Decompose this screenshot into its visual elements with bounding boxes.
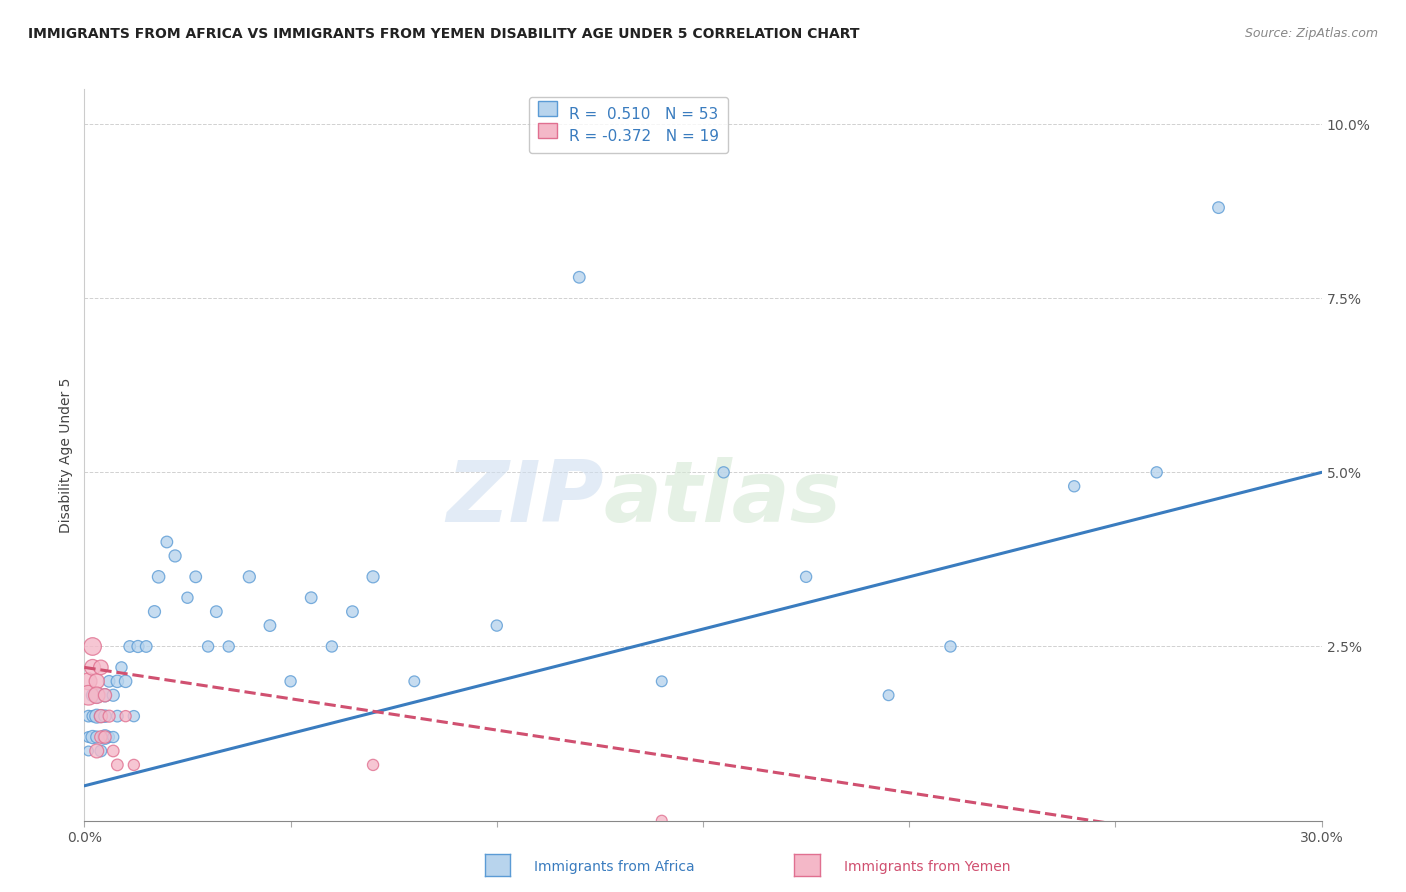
Point <box>94 688 117 702</box>
Legend: R =  0.510   N = 53, R = -0.372   N = 19: R = 0.510 N = 53, R = -0.372 N = 19 <box>529 97 728 153</box>
Point <box>205 605 228 619</box>
Point <box>114 674 136 689</box>
Point <box>122 709 145 723</box>
Point <box>105 758 128 772</box>
Point <box>361 758 384 772</box>
Point <box>118 640 141 654</box>
Text: Immigrants from Africa: Immigrants from Africa <box>534 860 695 874</box>
Point <box>77 674 100 689</box>
Point <box>156 535 179 549</box>
Point <box>122 758 145 772</box>
Point <box>82 730 104 744</box>
Point <box>110 660 132 674</box>
Point <box>103 730 125 744</box>
Y-axis label: Disability Age Under 5: Disability Age Under 5 <box>59 377 73 533</box>
Point <box>98 674 121 689</box>
Point <box>651 674 673 689</box>
Point <box>82 640 104 654</box>
Text: atlas: atlas <box>605 458 842 541</box>
Point <box>82 660 104 674</box>
Point <box>165 549 187 563</box>
Point <box>280 674 302 689</box>
Point <box>568 270 591 285</box>
Point <box>197 640 219 654</box>
Point <box>94 730 117 744</box>
Point <box>90 660 112 674</box>
Point <box>86 688 108 702</box>
Point <box>86 674 108 689</box>
Text: Source: ZipAtlas.com: Source: ZipAtlas.com <box>1244 27 1378 40</box>
Text: IMMIGRANTS FROM AFRICA VS IMMIGRANTS FROM YEMEN DISABILITY AGE UNDER 5 CORRELATI: IMMIGRANTS FROM AFRICA VS IMMIGRANTS FRO… <box>28 27 859 41</box>
Point <box>127 640 149 654</box>
Point <box>105 674 128 689</box>
Point <box>143 605 166 619</box>
Point <box>651 814 673 828</box>
Point <box>238 570 260 584</box>
Point <box>77 730 100 744</box>
Point <box>361 570 384 584</box>
Text: ZIP: ZIP <box>446 458 605 541</box>
Point <box>86 730 108 744</box>
Point <box>877 688 900 702</box>
Point <box>794 570 817 584</box>
Point <box>103 688 125 702</box>
Point <box>90 744 112 758</box>
Point <box>1063 479 1085 493</box>
Point <box>82 709 104 723</box>
Point <box>94 709 117 723</box>
Point <box>218 640 240 654</box>
Point <box>321 640 343 654</box>
Point <box>86 688 108 702</box>
Point <box>259 618 281 632</box>
Point <box>114 709 136 723</box>
Point <box>342 605 364 619</box>
Point <box>299 591 322 605</box>
Point <box>77 709 100 723</box>
Point <box>98 709 121 723</box>
Point <box>94 730 117 744</box>
Point <box>713 466 735 480</box>
Point <box>77 688 100 702</box>
Point <box>94 688 117 702</box>
Point <box>98 730 121 744</box>
Point <box>90 730 112 744</box>
Point <box>404 674 426 689</box>
Point <box>105 709 128 723</box>
Point <box>176 591 198 605</box>
Point <box>86 709 108 723</box>
Point <box>90 709 112 723</box>
Point <box>82 688 104 702</box>
Point <box>1146 466 1168 480</box>
Point <box>148 570 170 584</box>
Point <box>939 640 962 654</box>
Point <box>184 570 207 584</box>
Point <box>135 640 157 654</box>
Point <box>1208 201 1230 215</box>
Text: Immigrants from Yemen: Immigrants from Yemen <box>844 860 1010 874</box>
Point <box>90 709 112 723</box>
Point <box>77 744 100 758</box>
Point <box>103 744 125 758</box>
Point <box>485 618 508 632</box>
Point <box>86 744 108 758</box>
